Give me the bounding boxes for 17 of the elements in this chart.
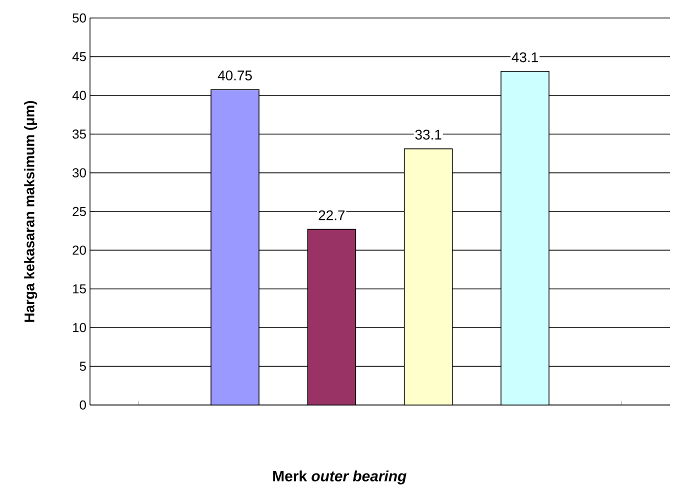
x-axis-title: Merk outer bearing (273, 470, 406, 484)
data-label: 43.1 (512, 52, 538, 62)
y-tick-label: 50 (72, 13, 86, 23)
y-tick-label: 45 (72, 52, 86, 62)
data-label: 33.1 (415, 130, 442, 140)
y-axis-title: Harga kekasaran maksimum (μm) (24, 100, 38, 322)
y-tick-label: 20 (72, 246, 86, 255)
y-tick-label: 15 (73, 284, 86, 294)
y-tick-label: 40 (72, 90, 86, 100)
y-tick-label: 10 (73, 323, 86, 332)
y-tick-label: 30 (72, 168, 86, 178)
y-tick-label: 35 (72, 130, 86, 139)
y-tick-label: 5 (80, 362, 86, 371)
y-tick-label: 25 (72, 206, 86, 216)
y-tick-label: 0 (80, 400, 86, 410)
data-label: 40.75 (218, 70, 252, 80)
data-label: 22.7 (318, 210, 345, 220)
